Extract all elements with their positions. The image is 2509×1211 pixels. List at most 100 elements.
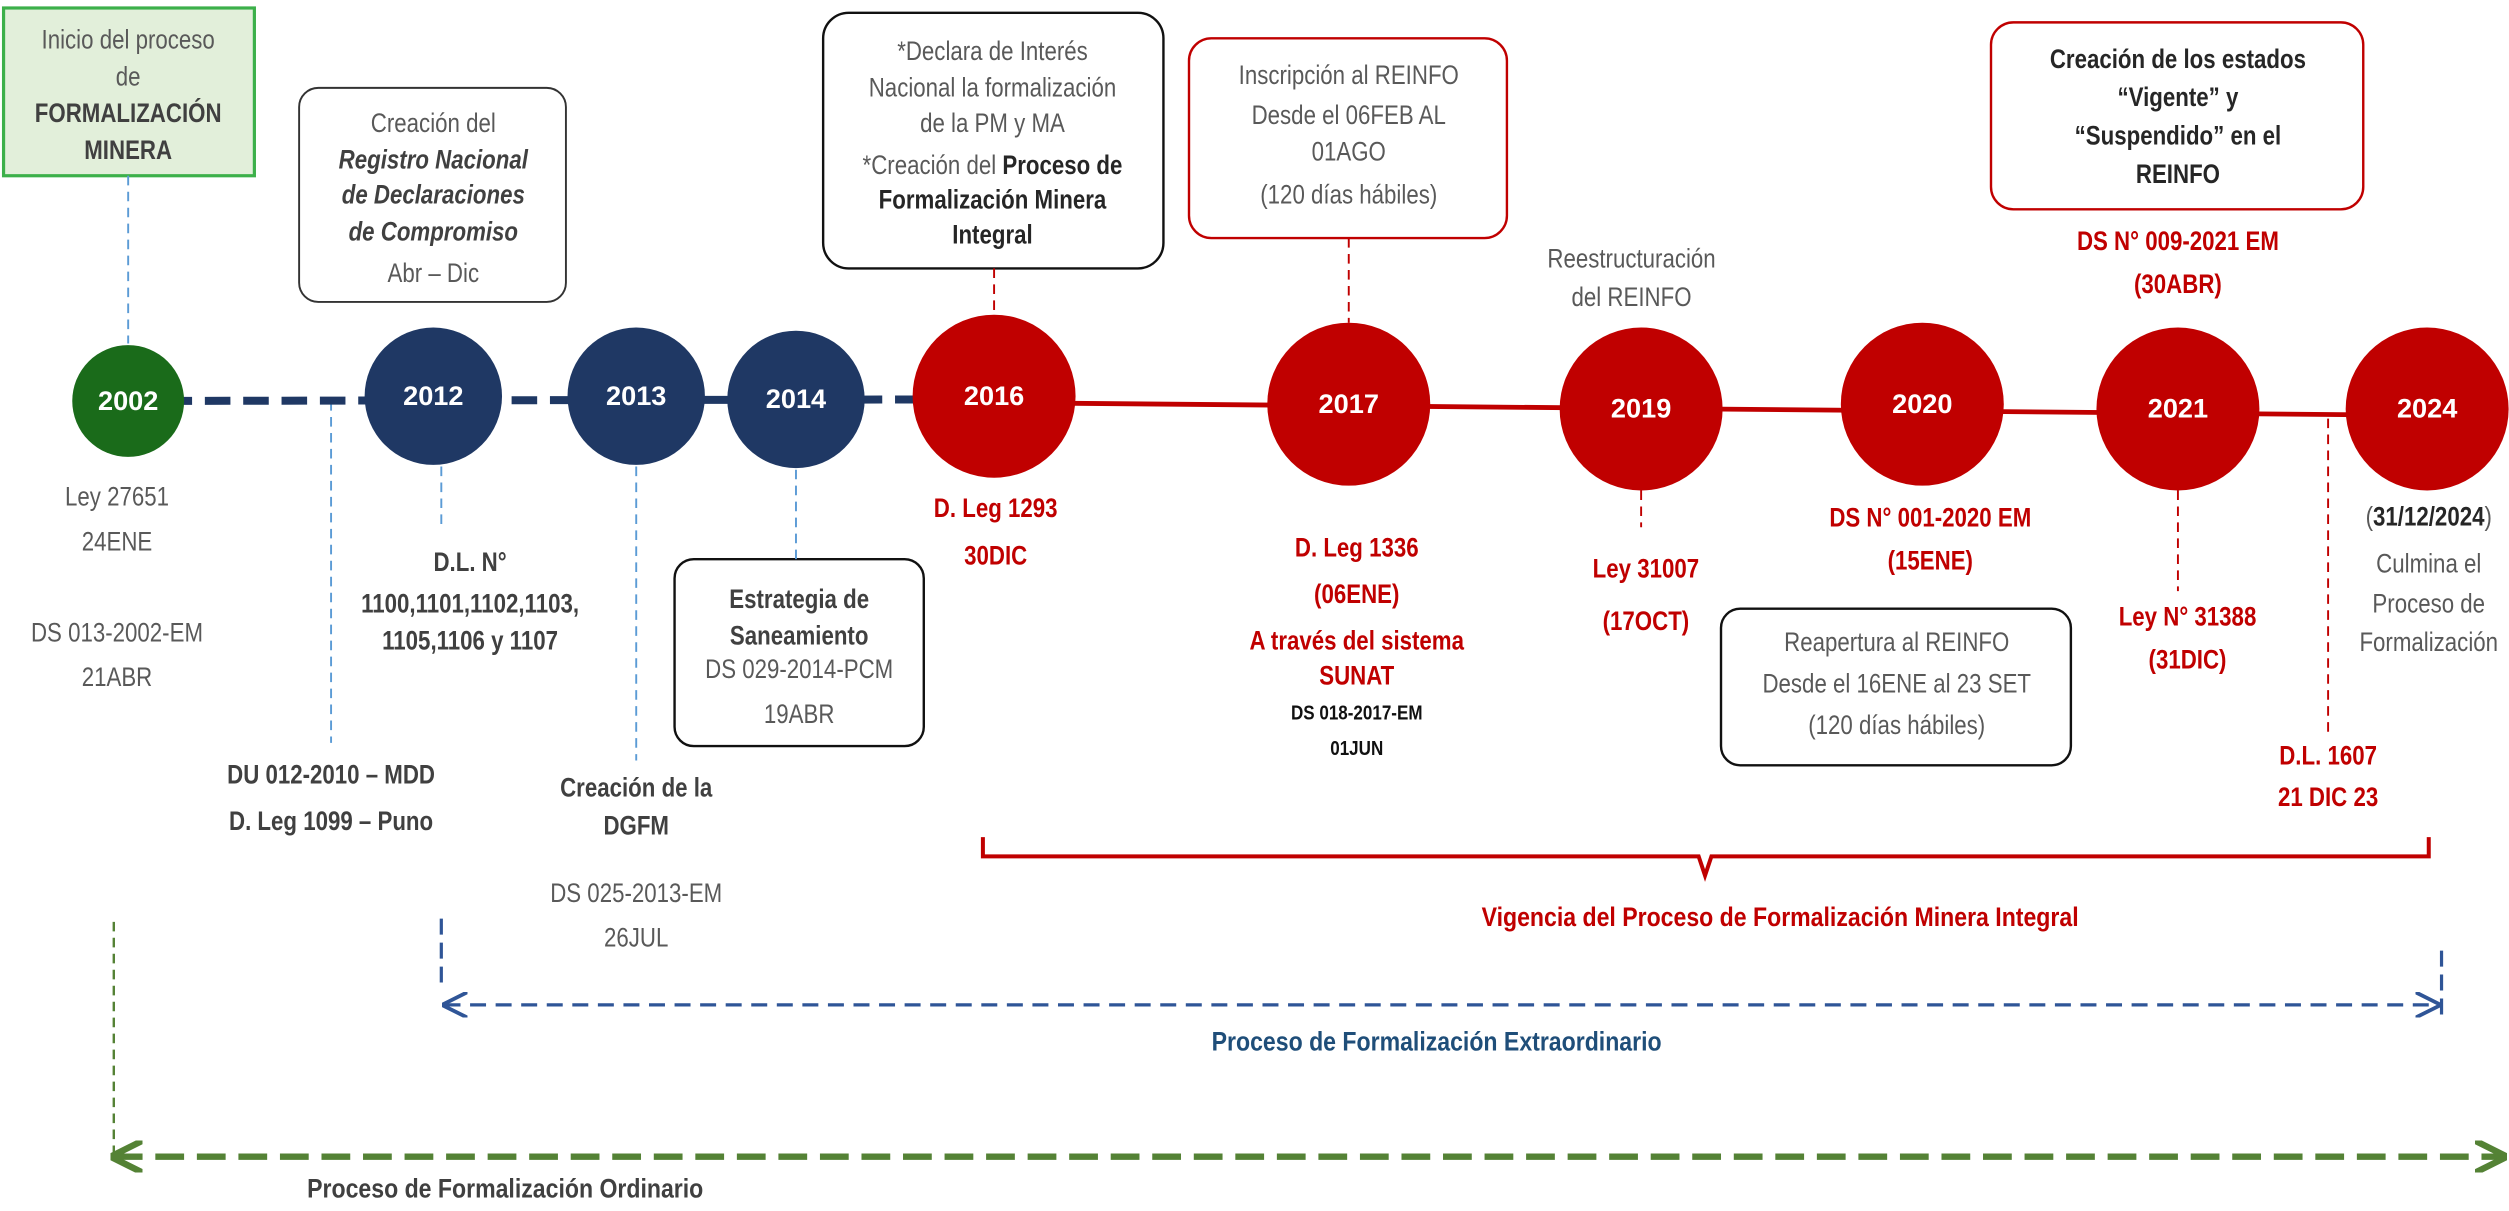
text-line: Abr – Dic (388, 259, 480, 289)
text-line: 26JUL (604, 924, 668, 954)
text-line: 1105,1106 y 1107 (382, 626, 558, 656)
year-nodes: 2002 2012 2013 2014 2016 2017 2019 2020 2021 2024 (72, 314, 2509, 491)
text-line: Reapertura al REINFO (1784, 628, 2009, 658)
text-line: (17OCT) (1603, 607, 1690, 637)
text-line: del REINFO (1572, 283, 1692, 313)
text-line: de Compromiso (349, 217, 518, 247)
text-line: D. Leg 1293 (934, 494, 1058, 524)
text-line: (31/12/2024) (2366, 502, 2492, 532)
text-line: Creación de los estados (2050, 45, 2306, 75)
text-segment: *Creación del (863, 150, 1003, 180)
text-line: A través del sistema (1249, 626, 1464, 656)
text-line: (120 días hábiles) (1260, 181, 1437, 211)
text-line: *Declara de Interés (897, 37, 1088, 67)
text-line: DU 012-2010 – MDD (227, 761, 435, 791)
span-label: Proceso de Formalización Extraordinario (1212, 1027, 1662, 1057)
year-label: 2012 (403, 380, 463, 411)
text-line: DS 025-2013-EM (550, 879, 722, 909)
year-label: 2020 (1892, 388, 1952, 419)
text-line: Saneamiento (730, 622, 869, 652)
text-line: Ley 27651 (65, 483, 169, 513)
text-line: Estrategia de (729, 585, 869, 615)
year-label: 2017 (1319, 388, 1379, 419)
text-line: SUNAT (1319, 662, 1394, 692)
text-line: Formalización Minera (879, 186, 1107, 216)
text-segment: ) (2484, 502, 2491, 532)
text-line: *Creación del Proceso de (863, 150, 1123, 180)
text-line: (30ABR) (2134, 270, 2222, 300)
text-line: de (116, 62, 141, 92)
span-label: Proceso de Formalización Ordinario (307, 1174, 703, 1204)
text-line: 21 DIC 23 (2278, 783, 2378, 813)
text-segment: Proceso de (1002, 150, 1122, 180)
text-line: DGFM (603, 812, 669, 842)
year-label: 2019 (1611, 393, 1671, 424)
text-line: DS 018-2017-EM (1291, 702, 1423, 725)
text-line: D.L. 1607 (2279, 741, 2377, 771)
text-line: 24ENE (82, 527, 153, 557)
text-line: Ley N° 31388 (2119, 602, 2257, 632)
box (673, 557, 925, 748)
start-box (1, 6, 256, 178)
text-line: Proceso de (2372, 590, 2485, 620)
texts: Inicio del proceso de FORMALIZACIÓN MINERA C… (31, 26, 2498, 1204)
year-label: 2021 (2148, 393, 2208, 424)
text-line: Culmina el (2376, 550, 2481, 580)
text-line: Integral (952, 221, 1032, 251)
text-line: Ley 31007 (1593, 555, 1699, 585)
text-line: (31DIC) (2149, 646, 2227, 676)
year-label: 2002 (98, 385, 158, 416)
text-line: Desde el 16ENE al 23 SET (1762, 670, 2031, 700)
text-line: “Suspendido” en el (2075, 122, 2282, 152)
year-node (912, 314, 1076, 478)
text-line: Nacional la formalización (869, 74, 1116, 104)
year-node (727, 330, 865, 469)
text-line: 01AGO (1312, 138, 1386, 168)
text-line: de la PM y MA (920, 109, 1065, 139)
box (1989, 21, 2365, 211)
year-node (364, 327, 503, 465)
year-node (1559, 327, 1723, 491)
text-line: REINFO (2136, 160, 2220, 190)
text-line: “Vigente” y (2118, 83, 2239, 113)
axis-dashed (128, 395, 945, 405)
text-line: (06ENE) (1314, 580, 1399, 610)
text-line: Creación del (371, 109, 496, 139)
text-line: D. Leg 1099 – Puno (229, 807, 433, 837)
connectors (127, 175, 2330, 761)
box (1719, 607, 2073, 767)
text-line: Reestructuración (1547, 245, 1715, 275)
text-line: 1100,1101,1102,1103, (361, 590, 579, 620)
text-line: D.L. N° (433, 548, 506, 578)
brace (980, 837, 2431, 882)
year-node (567, 327, 705, 465)
year-node (2345, 327, 2509, 491)
text-line: Creación de la (560, 773, 712, 803)
text-line: Formalización (2359, 628, 2498, 658)
text-line: DS N° 001-2020 EM (1829, 503, 2031, 533)
year-node (1840, 322, 2004, 486)
text-line: D. Leg 1336 (1295, 534, 1419, 564)
text-line: 01JUN (1330, 737, 1383, 760)
text-line: MINERA (84, 136, 172, 166)
text-line: Inscripción al REINFO (1239, 61, 1459, 91)
text-line: FORMALIZACIÓN (35, 98, 222, 129)
text-line: 30DIC (964, 542, 1027, 572)
year-node (1267, 322, 1431, 486)
text-line: DS 029-2014-PCM (705, 655, 893, 685)
year-label: 2024 (2397, 393, 2457, 424)
year-label: 2014 (766, 383, 826, 414)
year-node (2096, 327, 2260, 491)
text-segment: ( (2366, 502, 2374, 532)
text-line: 19ABR (764, 700, 835, 730)
text-line: (15ENE) (1888, 547, 1973, 577)
year-label: 2013 (606, 380, 666, 411)
text-line: de Declaraciones (342, 181, 525, 211)
box (298, 86, 567, 303)
year-node (72, 345, 185, 457)
text-line: Registro Nacional (339, 146, 529, 176)
text-line: 21ABR (82, 663, 153, 693)
text-line: Inicio del proceso (42, 26, 215, 56)
text-line: DS 013-2002-EM (31, 618, 203, 648)
text-line: Desde el 06FEB AL (1252, 101, 1446, 131)
